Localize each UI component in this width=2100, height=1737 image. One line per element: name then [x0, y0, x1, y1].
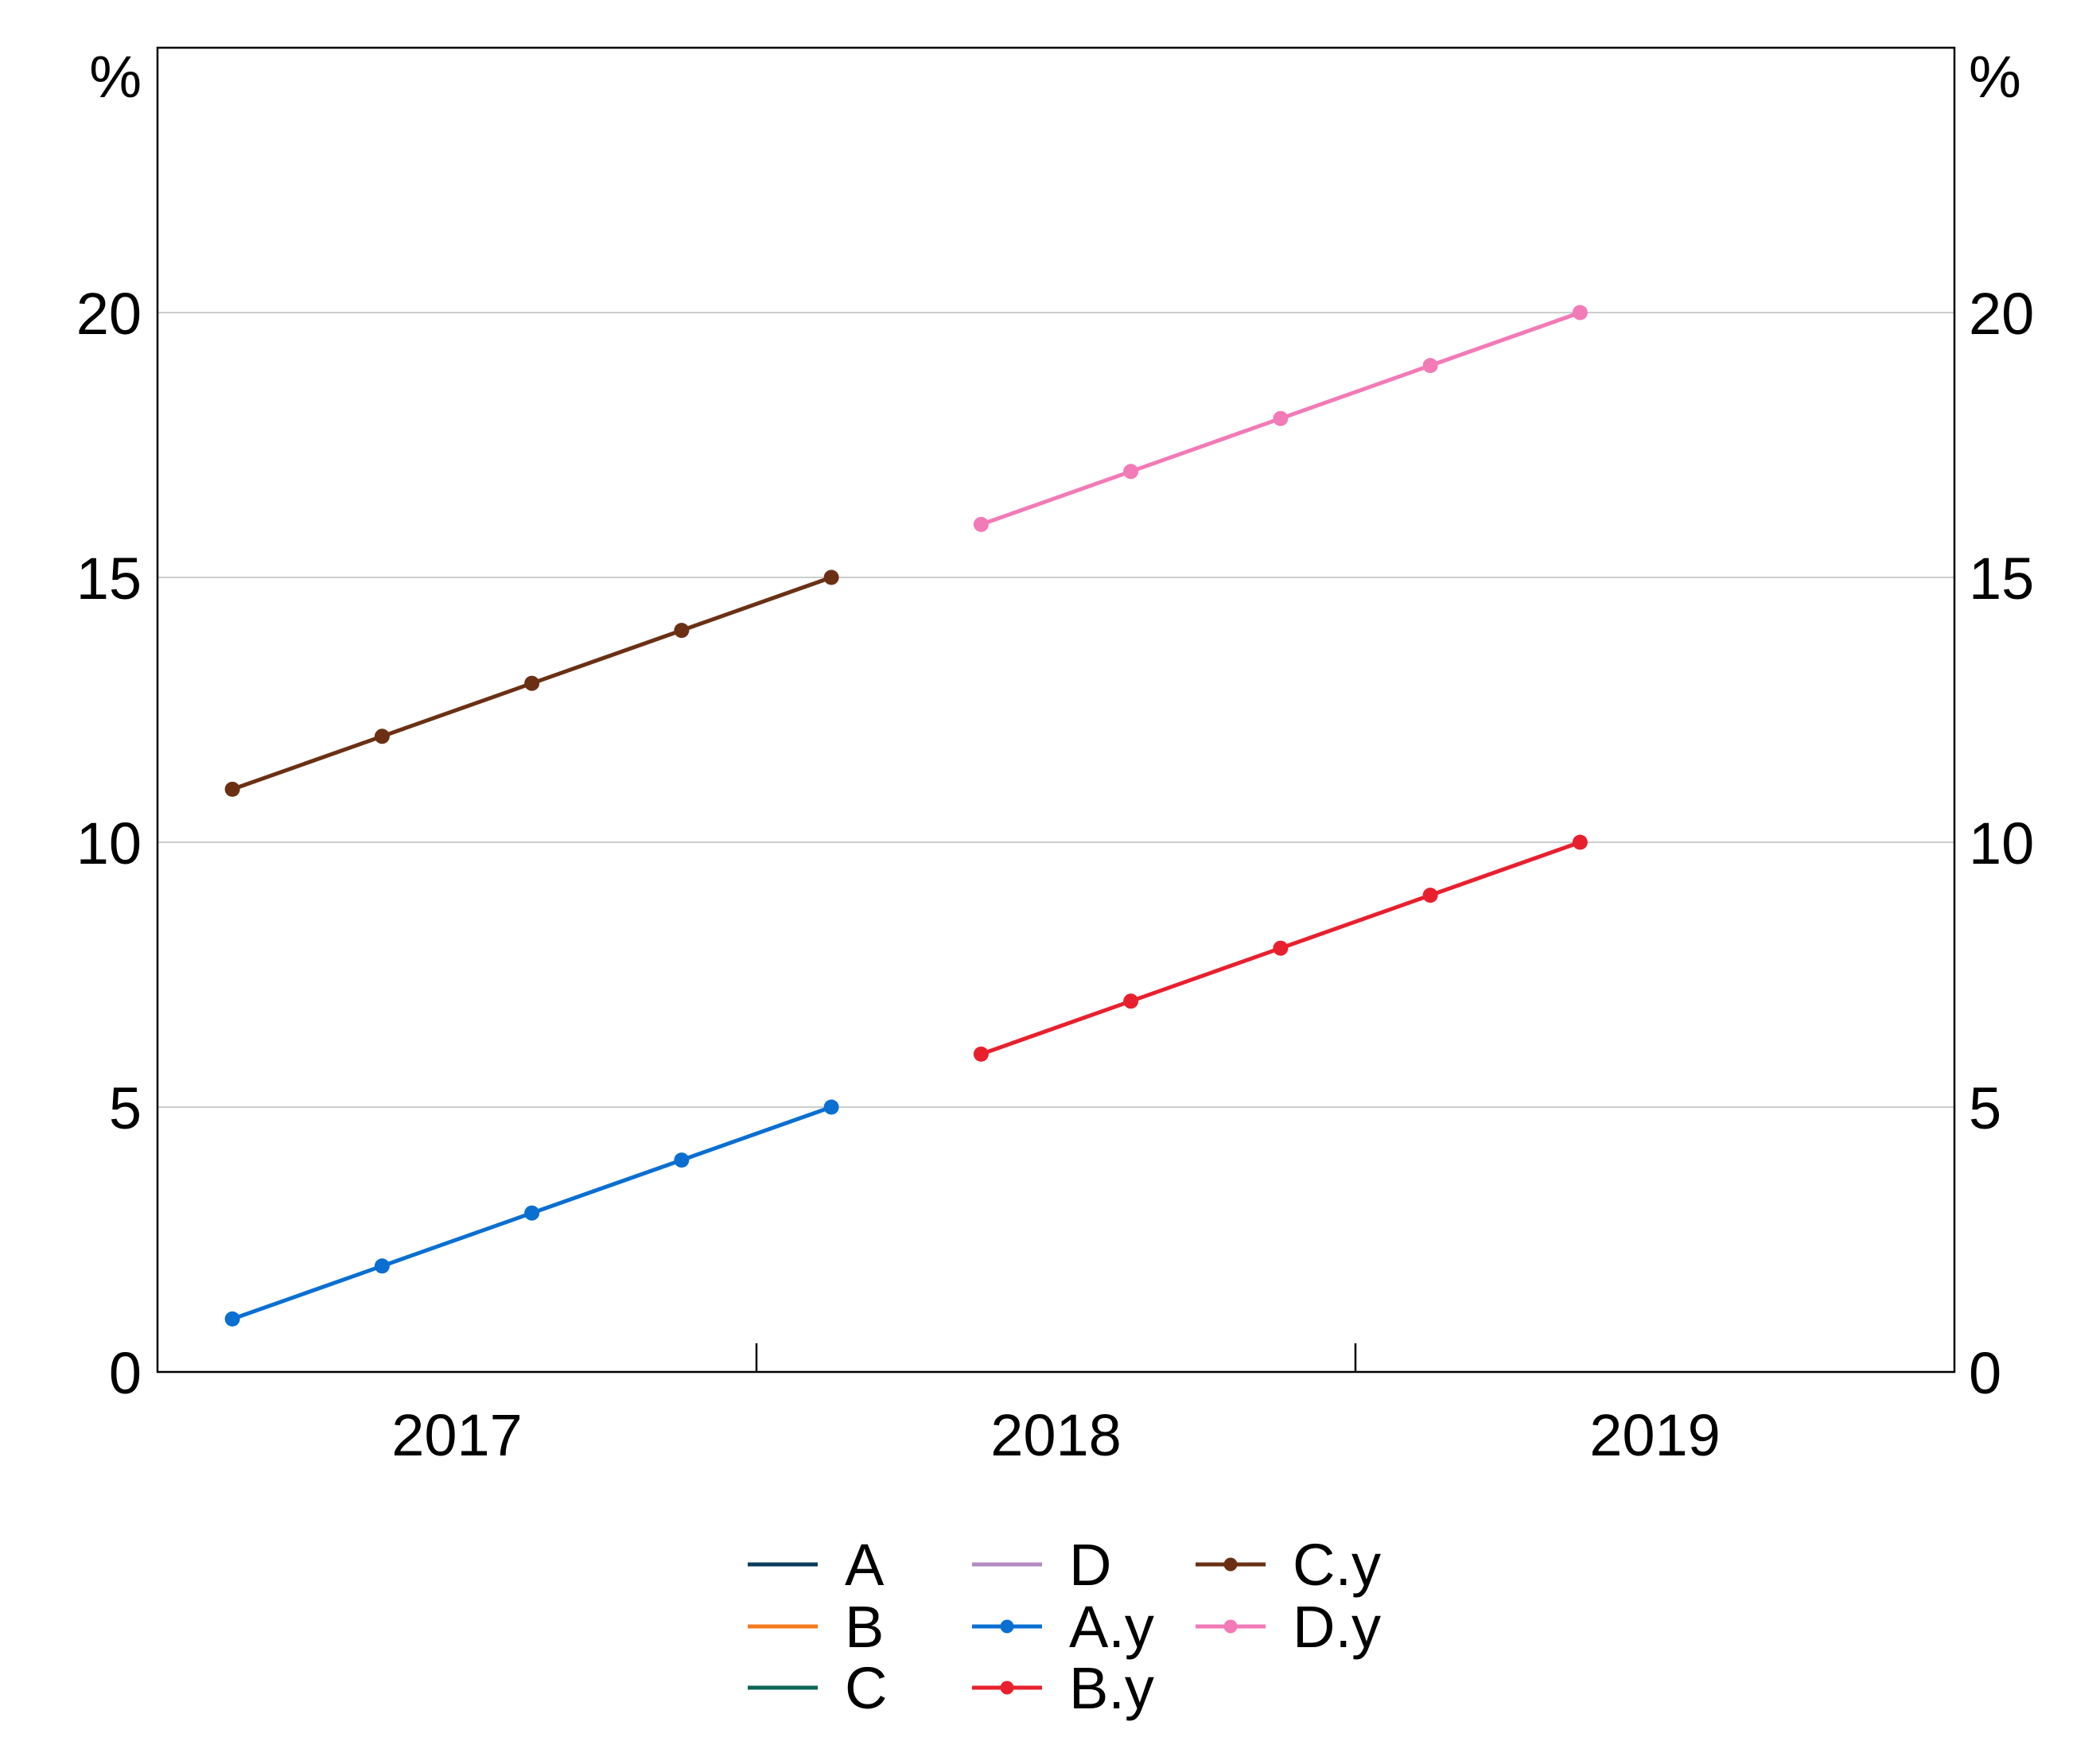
legend-item-b: B [748, 1594, 884, 1660]
legend-label-a: A [845, 1532, 885, 1598]
right-tick-label-20: 20 [1969, 281, 2034, 347]
right-unit-label: % [1969, 44, 2021, 110]
axes: 0 5 10 15 20% 0 5 10 15 20% 2017 2018 2019 [76, 44, 2035, 1468]
legend-label-c: C [845, 1655, 887, 1721]
data-point-d-y-3 [1422, 358, 1438, 374]
legend: ABC DA.yB.y C.yD.y [748, 1532, 1381, 1721]
series-a-y [224, 1099, 839, 1327]
legend-label-b-y: B.y [1069, 1655, 1154, 1721]
data-point-a-y-3 [674, 1152, 690, 1168]
legend-item-a: A [748, 1532, 885, 1598]
data-point-a-y-1 [374, 1258, 390, 1274]
legend-marker-a-y [1000, 1619, 1014, 1634]
x-tick-label-2017: 2017 [391, 1402, 523, 1468]
data-point-b-y-1 [1123, 993, 1139, 1009]
right-tick-label-5: 5 [1969, 1075, 2001, 1141]
data-point-d-y-4 [1572, 305, 1588, 321]
gridlines [158, 312, 1954, 1108]
data-point-c-y-0 [224, 781, 240, 797]
data-point-d-y-2 [1273, 410, 1289, 426]
left-tick-label-10: 10 [76, 810, 142, 876]
left-tick-label-15: 15 [76, 546, 142, 612]
legend-item-c-y: C.y [1196, 1532, 1381, 1598]
data-point-d-y-1 [1123, 464, 1139, 480]
series-layer [224, 305, 1588, 1327]
data-point-c-y-4 [823, 569, 839, 585]
legend-item-b-y: B.y [972, 1655, 1154, 1721]
legend-item-d-y: D.y [1196, 1594, 1381, 1660]
legend-marker-d-y [1223, 1619, 1238, 1634]
legend-item-c: C [748, 1655, 887, 1721]
left-unit-label: % [89, 44, 142, 110]
x-tick-label-2018: 2018 [990, 1402, 1122, 1468]
series-c-y [224, 569, 839, 797]
legend-marker-b-y [1000, 1681, 1014, 1695]
data-point-a-y-2 [524, 1205, 540, 1221]
series-b-y [973, 834, 1588, 1062]
legend-label-d: D [1069, 1532, 1111, 1598]
legend-item-d: D [972, 1532, 1111, 1598]
data-point-a-y-0 [224, 1311, 240, 1327]
left-tick-label-5: 5 [109, 1075, 142, 1141]
legend-label-c-y: C.y [1293, 1532, 1381, 1598]
legend-label-a-y: A.y [1069, 1594, 1154, 1660]
data-point-b-y-4 [1572, 834, 1588, 850]
data-point-c-y-3 [674, 623, 690, 639]
legend-label-d-y: D.y [1293, 1594, 1381, 1660]
legend-label-b: B [845, 1594, 884, 1660]
data-point-b-y-0 [973, 1046, 989, 1062]
data-point-a-y-4 [823, 1099, 839, 1115]
right-tick-label-10: 10 [1969, 810, 2034, 876]
data-point-c-y-2 [524, 675, 540, 691]
legend-marker-c-y [1223, 1557, 1238, 1572]
data-point-b-y-2 [1273, 940, 1289, 956]
right-tick-label-0: 0 [1969, 1340, 2001, 1406]
right-tick-label-15: 15 [1969, 546, 2034, 612]
data-point-c-y-1 [374, 729, 390, 744]
data-point-d-y-0 [973, 516, 989, 532]
series-d-y [973, 305, 1588, 532]
x-tick-label-2019: 2019 [1589, 1402, 1721, 1468]
left-tick-label-0: 0 [109, 1340, 142, 1406]
legend-item-a-y: A.y [972, 1594, 1154, 1660]
data-point-b-y-3 [1422, 888, 1438, 903]
left-tick-label-20: 20 [76, 281, 142, 347]
plot-border [156, 46, 1956, 1374]
